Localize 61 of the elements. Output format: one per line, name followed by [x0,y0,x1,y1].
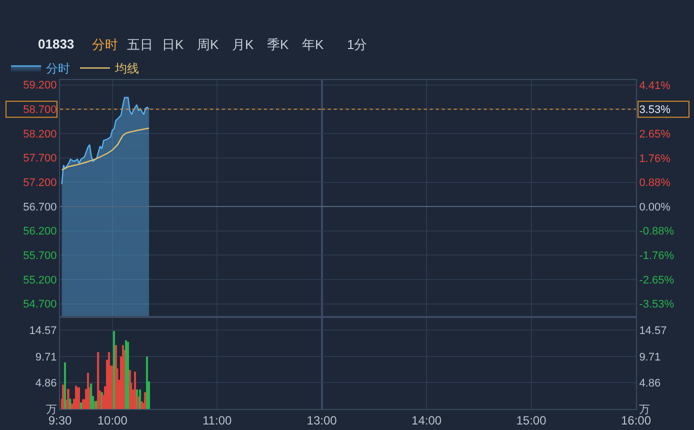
x-tick-label: 10:00 [97,413,128,428]
y-tick-label: 55.700 [23,250,57,262]
y-tick-label: -0.88% [639,226,674,238]
y-tick-label: 万 [639,404,650,416]
text: 分时 [92,37,118,52]
y-tick-label: 9.71 [35,351,57,364]
bar [127,342,129,409]
text: 年K [302,37,324,52]
y-tick-label: 2.65% [639,128,671,140]
y-tick-label: 57.200 [23,177,57,190]
y-tick-label: 4.41% [639,80,671,92]
y-tick-label: 3.53% [639,104,671,116]
x-tick-label: 15:00 [516,413,547,428]
bar [146,356,148,409]
x-tick-label: 13:00 [306,413,338,428]
legend-label: 分时 [46,62,70,76]
y-tick-label: 9.71 [639,351,661,364]
x-tick-label: 11:00 [202,413,232,428]
bar [113,331,115,409]
line-series [61,128,150,171]
bar [69,398,72,409]
bar [67,388,70,409]
bar [80,402,82,409]
y-tick-label: 59.200 [23,80,57,92]
y-tick-label: -3.53% [639,298,674,311]
y-tick-label: 55.200 [23,274,57,286]
y-tick-label: 4.86 [639,378,661,390]
text: 日K [162,37,184,52]
bar [125,340,127,409]
y-tick-label: 57.700 [23,152,57,165]
y-tick-label: 58.200 [23,128,57,140]
text: 五日 [127,37,153,52]
x-tick-label: 14:00 [412,413,442,428]
chart-title: 01833 [38,36,74,52]
y-tick-label: -1.76% [639,250,674,262]
y-tick-label: 4.86 [35,378,57,390]
y-tick-label: 0.88% [639,177,671,190]
text: 1分 [347,37,368,52]
y-tick-label: -2.65% [639,274,674,286]
y-tick-label: 14.57 [29,324,57,337]
bar [97,352,100,409]
bar [134,372,136,409]
x-tick-label: 16:00 [620,413,652,428]
y-tick-label: 58.700 [23,104,57,116]
text: 月K [232,37,254,52]
x-tick-label: 9:30 [48,413,72,428]
legend-label: 均线 [114,62,139,76]
text: 季K [267,37,289,52]
y-tick-label: 56.700 [23,201,57,214]
text: 周K [197,37,219,52]
bar [78,387,80,409]
y-tick-label: 14.57 [639,324,667,337]
bar [62,384,64,409]
bar [139,390,142,409]
bar [90,384,92,409]
y-tick-label: 0.00% [639,201,671,214]
y-tick-label: 1.76% [639,152,671,165]
y-tick-label: 56.200 [23,226,57,238]
bar [64,362,66,409]
y-tick-label: 万 [46,404,57,416]
y-tick-label: 54.700 [23,298,57,311]
